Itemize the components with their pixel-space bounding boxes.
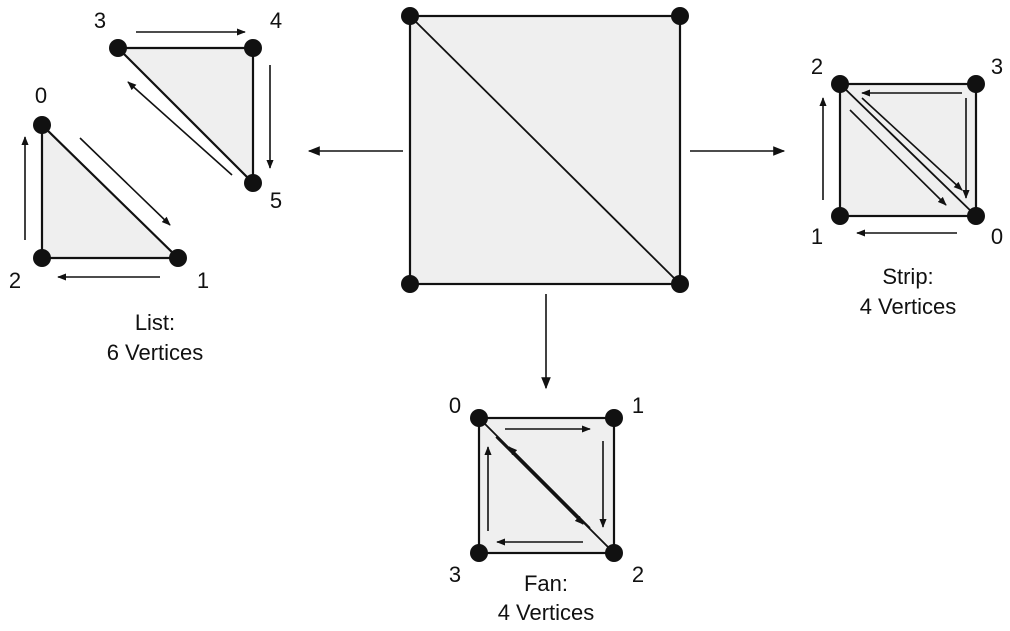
fan-arrow-0-2 bbox=[495, 436, 584, 525]
fan-vertex-1 bbox=[605, 409, 623, 427]
list-label-1: 1 bbox=[197, 268, 209, 293]
strip-label-2: 2 bbox=[811, 54, 823, 79]
fan-vertex-2 bbox=[605, 544, 623, 562]
list-label-3: 3 bbox=[94, 8, 106, 33]
source-quad-diagonal bbox=[409, 15, 681, 285]
strip-vertex-2 bbox=[831, 75, 849, 93]
strip-caption-count: 4 Vertices bbox=[860, 294, 957, 319]
strip-arrow-2-0-inner bbox=[861, 97, 963, 191]
fan-arrow-2-0 bbox=[508, 446, 591, 529]
list-triangle-1 bbox=[40, 122, 181, 260]
list-label-4: 4 bbox=[270, 8, 282, 33]
fan-caption-count: 4 Vertices bbox=[498, 600, 595, 625]
list-vertex-5 bbox=[244, 174, 262, 192]
list-caption-title: List: bbox=[135, 310, 175, 335]
list-vertex-1 bbox=[169, 249, 187, 267]
list-vertex-3 bbox=[109, 39, 127, 57]
strip-label-1: 1 bbox=[811, 224, 823, 249]
source-vertex bbox=[401, 7, 419, 25]
fan-vertex-0 bbox=[470, 409, 488, 427]
fan-label-1: 1 bbox=[632, 393, 644, 418]
source-vertex bbox=[671, 275, 689, 293]
list-triangle-2 bbox=[115, 46, 255, 186]
strip-label-3: 3 bbox=[991, 54, 1003, 79]
strip-arrow-2-0 bbox=[849, 109, 947, 206]
fan-diagram: 0 1 2 3 Fan: 4 Vertices bbox=[449, 393, 644, 625]
fan-vertex-3 bbox=[470, 544, 488, 562]
list-label-0: 0 bbox=[35, 83, 47, 108]
strip-caption-title: Strip: bbox=[882, 264, 933, 289]
source-quad bbox=[401, 7, 689, 293]
list-arrow-5-3 bbox=[127, 81, 233, 176]
source-vertex bbox=[401, 275, 419, 293]
list-vertex-2 bbox=[33, 249, 51, 267]
list-vertex-0 bbox=[33, 116, 51, 134]
fan-caption-title: Fan: bbox=[524, 571, 568, 596]
fan-label-2: 2 bbox=[632, 562, 644, 587]
list-label-5: 5 bbox=[270, 188, 282, 213]
list-diagram: 0 1 2 3 4 5 List: 6 Vertices bbox=[9, 8, 282, 365]
strip-vertex-3 bbox=[967, 75, 985, 93]
list-caption-count: 6 Vertices bbox=[107, 340, 204, 365]
strip-label-0: 0 bbox=[991, 224, 1003, 249]
strip-diagram: 2 3 1 0 Strip: 4 Vertices bbox=[811, 54, 1003, 319]
strip-vertex-0 bbox=[967, 207, 985, 225]
strip-diagonal bbox=[839, 83, 977, 217]
list-label-2: 2 bbox=[9, 268, 21, 293]
fan-label-0: 0 bbox=[449, 393, 461, 418]
fan-label-3: 3 bbox=[449, 562, 461, 587]
source-vertex bbox=[671, 7, 689, 25]
list-arrow-0-1 bbox=[79, 137, 171, 226]
strip-vertex-1 bbox=[831, 207, 849, 225]
list-vertex-4 bbox=[244, 39, 262, 57]
